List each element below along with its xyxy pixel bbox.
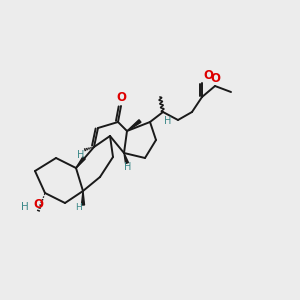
Text: H: H xyxy=(77,150,85,160)
Text: H: H xyxy=(124,162,132,172)
Polygon shape xyxy=(82,191,85,205)
Polygon shape xyxy=(124,153,128,164)
Text: O: O xyxy=(116,91,126,104)
Text: H: H xyxy=(164,116,171,126)
Text: O: O xyxy=(210,72,220,85)
Text: O: O xyxy=(33,198,43,211)
Polygon shape xyxy=(127,120,141,131)
Text: H: H xyxy=(75,202,81,211)
Text: O: O xyxy=(203,69,213,82)
Polygon shape xyxy=(76,157,85,168)
Text: H: H xyxy=(21,202,29,212)
